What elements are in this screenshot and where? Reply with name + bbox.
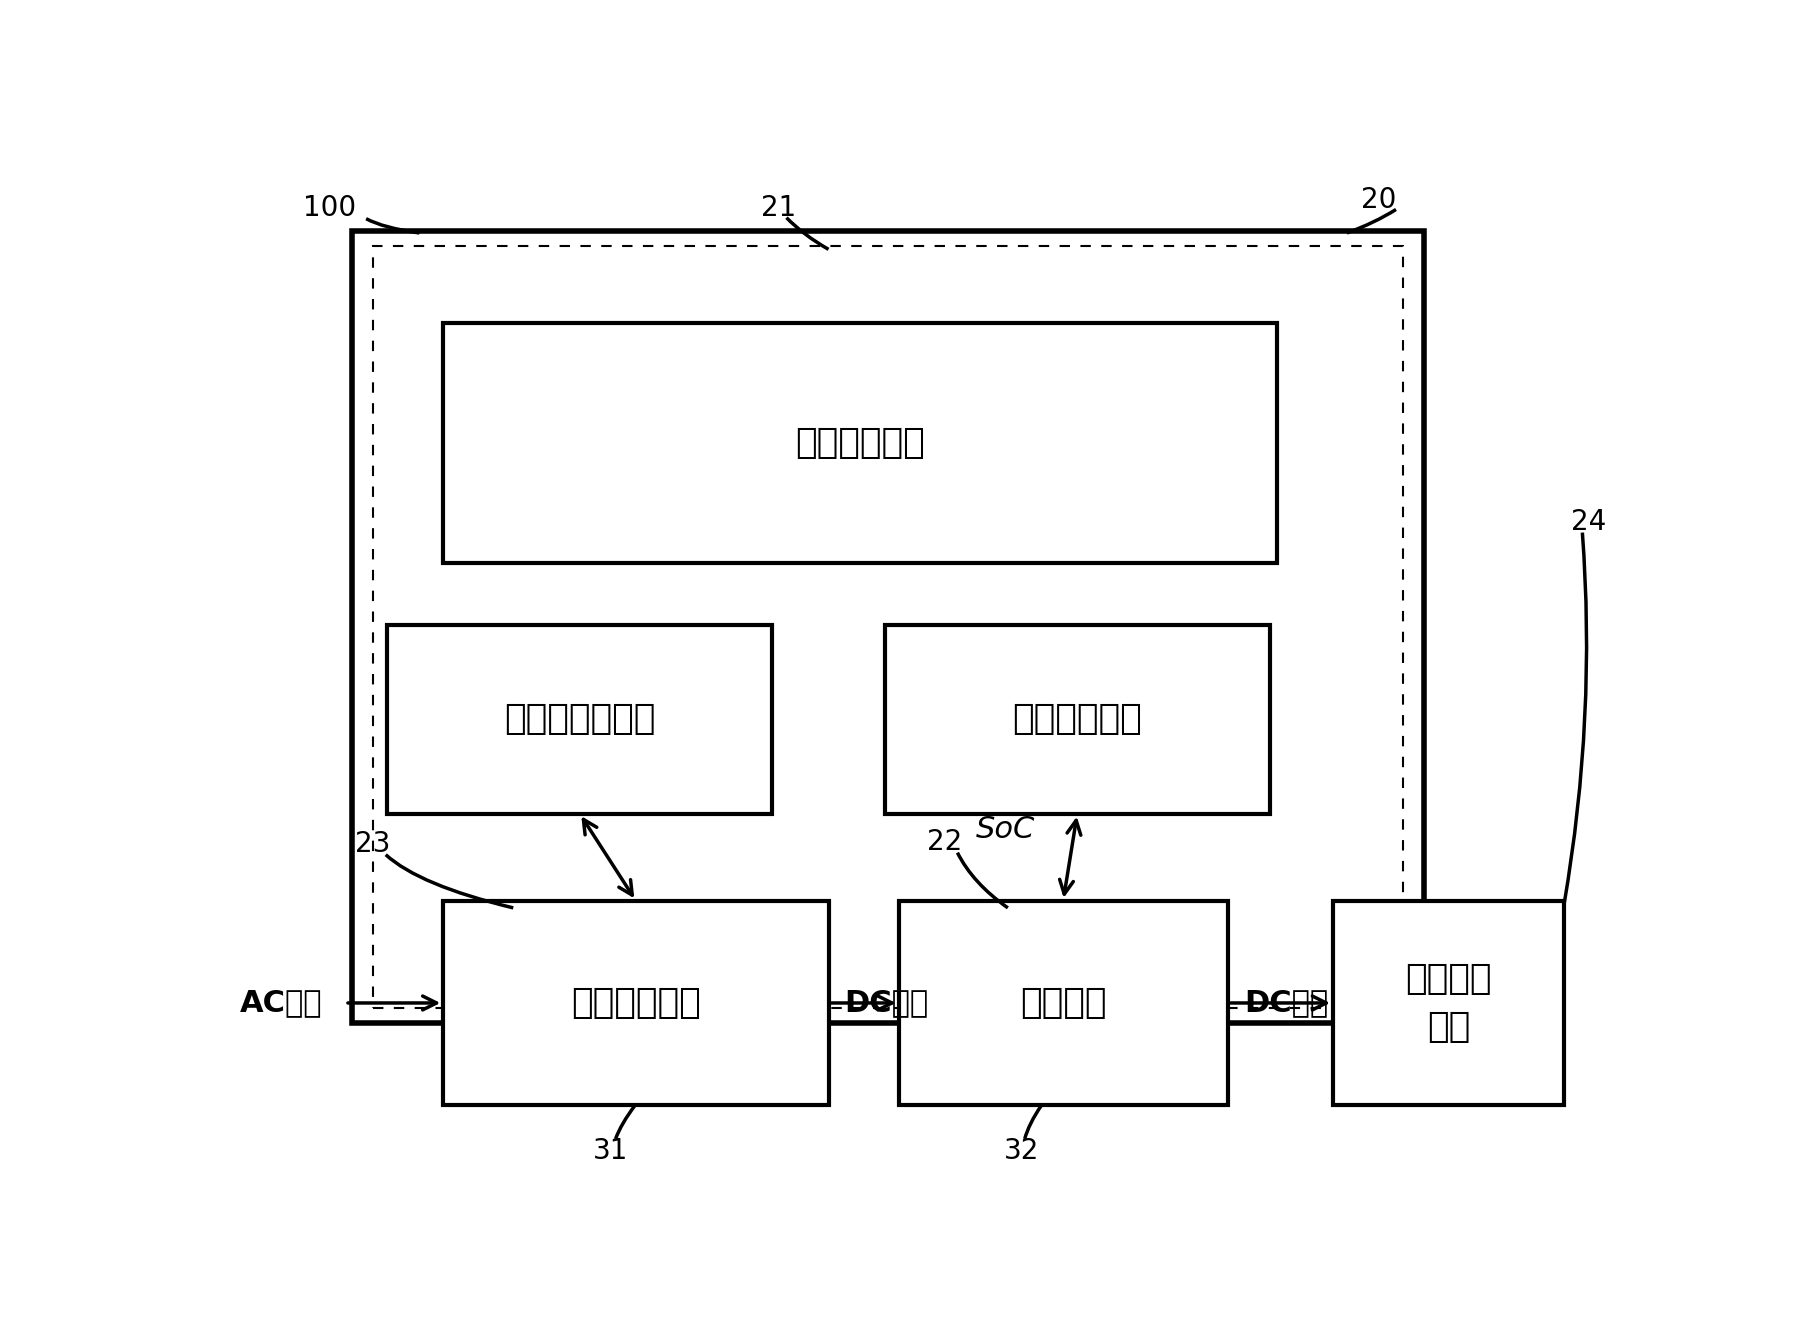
Text: DC功率: DC功率 <box>844 988 927 1017</box>
Text: 22: 22 <box>927 829 961 857</box>
FancyBboxPatch shape <box>898 900 1227 1105</box>
FancyBboxPatch shape <box>387 624 772 814</box>
Text: DC功率: DC功率 <box>1243 988 1328 1017</box>
FancyBboxPatch shape <box>443 323 1276 563</box>
FancyBboxPatch shape <box>884 624 1269 814</box>
Text: 20: 20 <box>1361 186 1395 214</box>
Text: 23: 23 <box>354 830 390 858</box>
FancyBboxPatch shape <box>1332 900 1563 1105</box>
Text: 整流器功率级: 整流器功率级 <box>571 985 701 1020</box>
Text: 21: 21 <box>761 194 797 223</box>
Text: SoC: SoC <box>976 814 1034 843</box>
Text: 32: 32 <box>1003 1137 1039 1165</box>
Text: 安全控制单元: 安全控制单元 <box>1012 703 1142 736</box>
Text: AC功率: AC功率 <box>240 988 322 1017</box>
Text: 31: 31 <box>593 1137 629 1165</box>
Text: 电机控制
单元: 电机控制 单元 <box>1404 963 1491 1044</box>
Text: 安全开关: 安全开关 <box>1019 985 1106 1020</box>
Text: 运动控制单元: 运动控制单元 <box>795 426 925 459</box>
Text: 整流器控制单元: 整流器控制单元 <box>504 703 656 736</box>
FancyBboxPatch shape <box>352 231 1424 1024</box>
FancyBboxPatch shape <box>443 900 828 1105</box>
Text: 100: 100 <box>304 194 356 223</box>
Text: 24: 24 <box>1570 509 1605 537</box>
FancyBboxPatch shape <box>372 246 1402 1008</box>
